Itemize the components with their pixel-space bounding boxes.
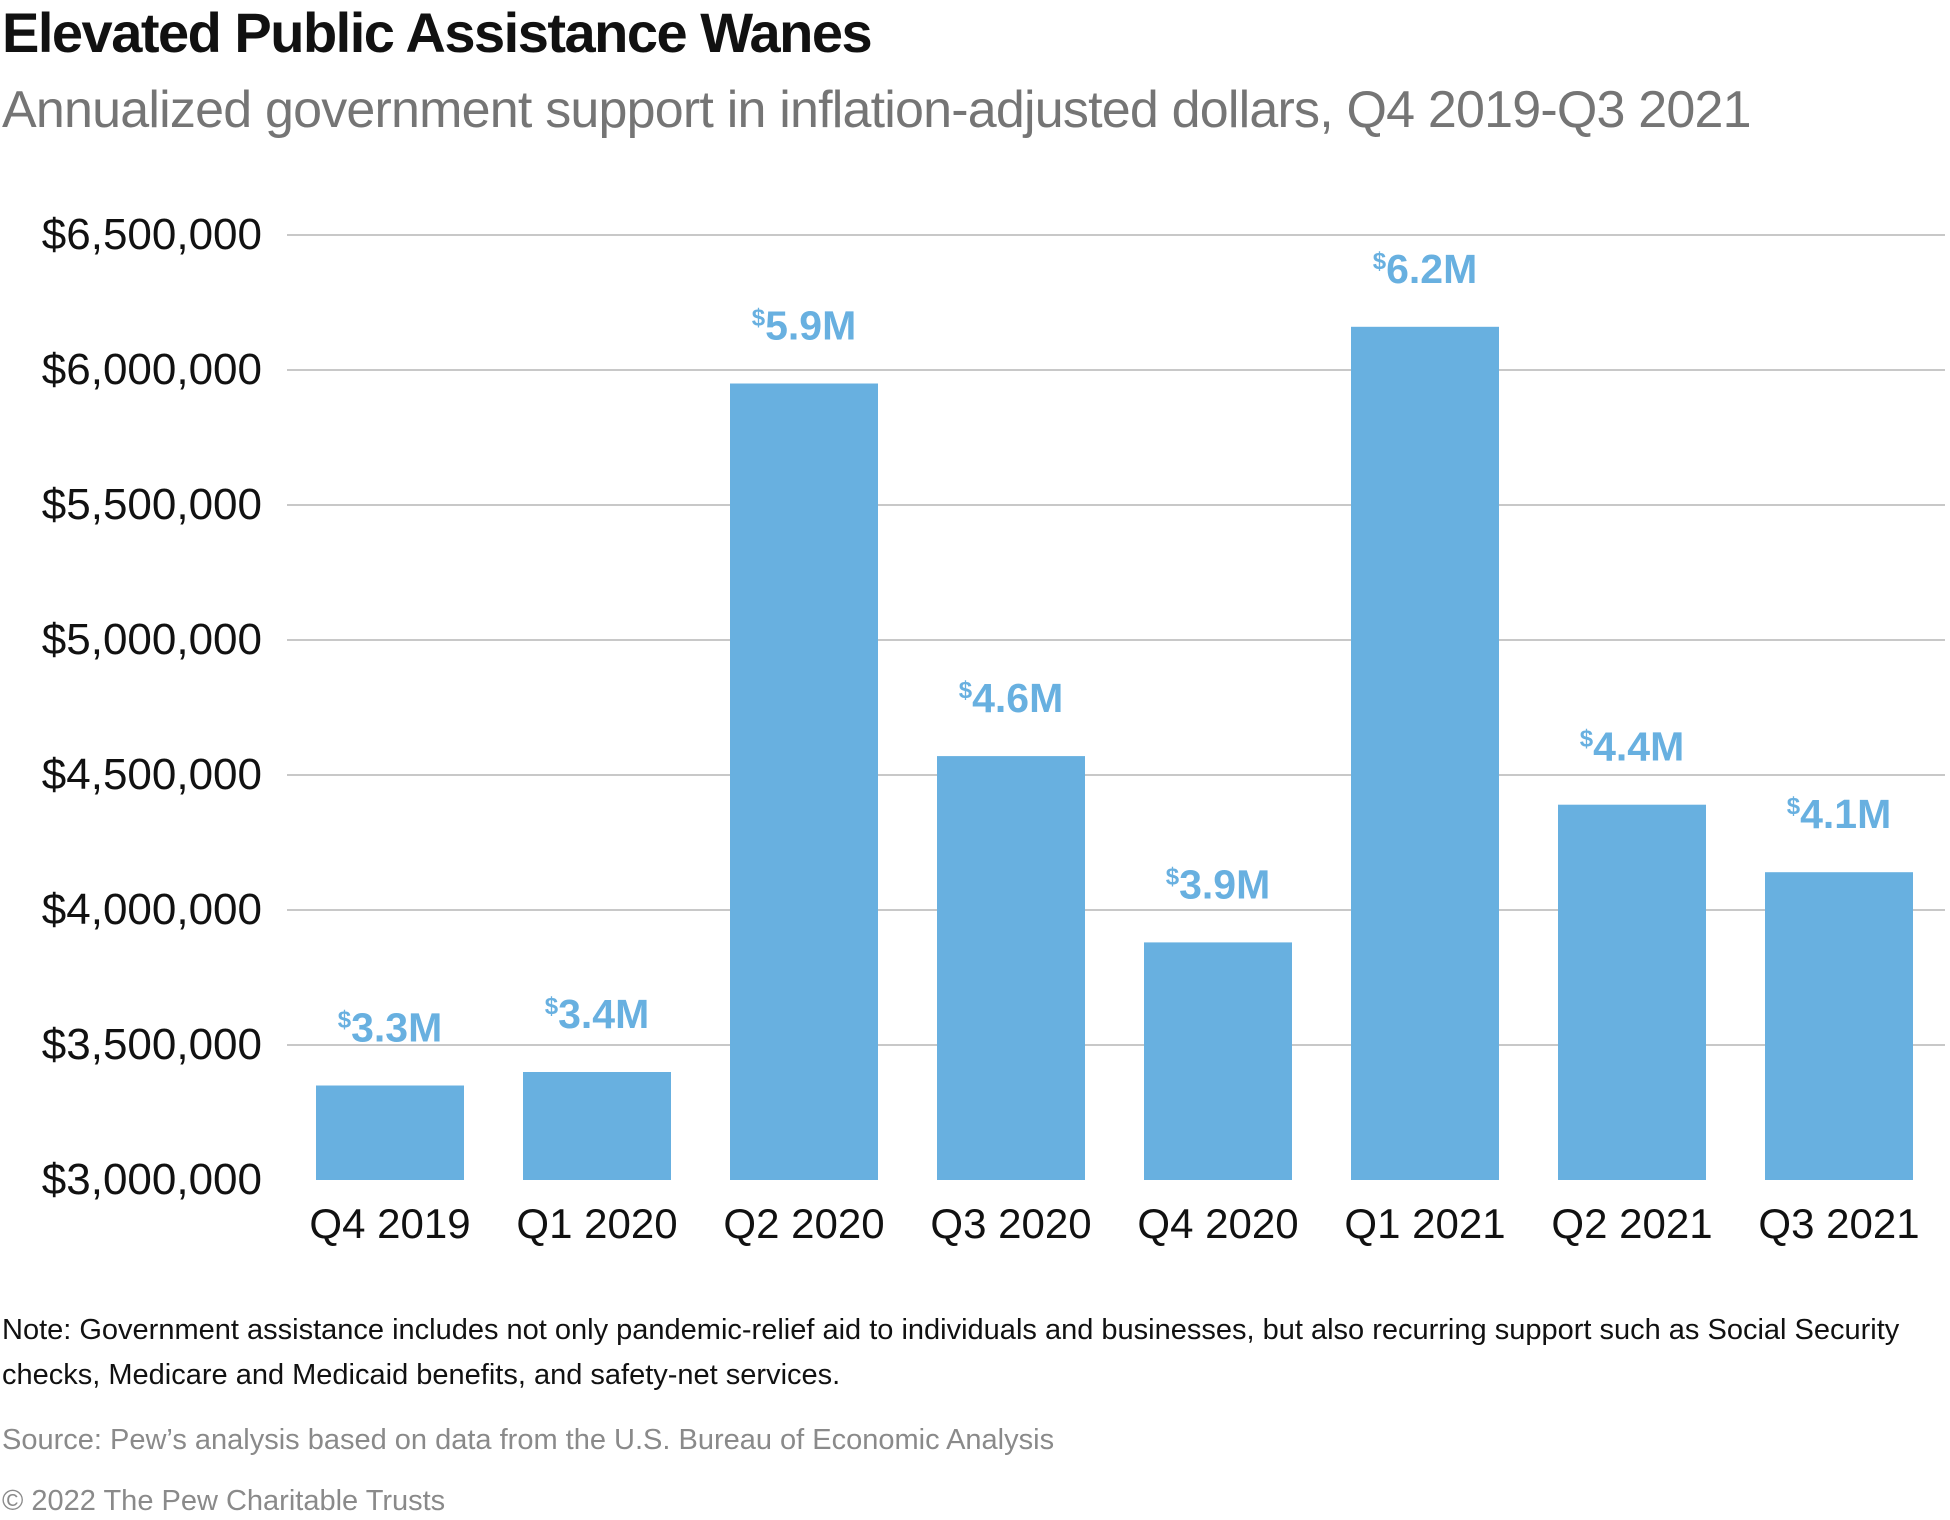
- bar: [1558, 804, 1706, 1180]
- data-label-value: 6.2M: [1386, 246, 1477, 292]
- chart-note: Note: Government assistance includes not…: [2, 1314, 1900, 1391]
- y-tick-label: $4,000,000: [42, 885, 262, 934]
- data-label: $3.4M: [545, 991, 650, 1037]
- data-label: $4.1M: [1787, 791, 1892, 837]
- copyright-notice: © 2022 The Pew Charitable Trusts: [2, 1485, 446, 1517]
- data-label: $3.3M: [338, 1005, 443, 1051]
- y-tick-label: $3,500,000: [42, 1020, 262, 1069]
- chart-source: Source: Pew’s analysis based on data fro…: [2, 1424, 1055, 1456]
- data-label: $3.9M: [1166, 861, 1271, 907]
- bar: [1351, 326, 1499, 1180]
- x-tick-label: Q2 2021: [1551, 1200, 1712, 1247]
- data-label-value: 3.4M: [558, 991, 649, 1037]
- data-label-value: 3.9M: [1179, 861, 1270, 907]
- data-label: $6.2M: [1373, 246, 1478, 292]
- data-label: $4.6M: [959, 675, 1064, 721]
- bar: [523, 1072, 671, 1180]
- bar: [1144, 942, 1292, 1180]
- data-label-currency-symbol: $: [1166, 863, 1180, 890]
- data-label-value: 4.4M: [1593, 724, 1684, 770]
- data-label-currency-symbol: $: [752, 305, 766, 332]
- y-tick-label: $5,500,000: [42, 480, 262, 529]
- data-label: $5.9M: [752, 303, 857, 349]
- chart-subtitle: Annualized government support in inflati…: [2, 81, 1752, 139]
- bar-chart: $3,000,000 $3,500,000 $4,000,000 $4,500,000…: [42, 210, 1945, 1247]
- data-label-currency-symbol: $: [959, 677, 973, 704]
- x-tick-label: Q3 2021: [1758, 1200, 1919, 1247]
- data-label-currency-symbol: $: [1580, 726, 1594, 753]
- chart-title: Elevated Public Assistance Wanes: [2, 1, 873, 64]
- y-tick-label: $4,500,000: [42, 750, 262, 799]
- x-tick-label: Q2 2020: [723, 1200, 884, 1247]
- x-tick-label: Q4 2019: [309, 1200, 470, 1247]
- x-tick-label: Q1 2020: [516, 1200, 677, 1247]
- x-tick-label: Q4 2020: [1137, 1200, 1298, 1247]
- data-label-value: 3.3M: [351, 1005, 442, 1051]
- y-tick-label: $5,000,000: [42, 615, 262, 664]
- data-label-currency-symbol: $: [1373, 248, 1387, 275]
- data-label-value: 5.9M: [765, 303, 856, 349]
- bar: [316, 1085, 464, 1180]
- x-tick-label: Q1 2021: [1344, 1200, 1505, 1247]
- data-label-currency-symbol: $: [338, 1007, 352, 1034]
- bar: [730, 383, 878, 1180]
- y-tick-label: $3,000,000: [42, 1155, 262, 1204]
- x-tick-label: Q3 2020: [930, 1200, 1091, 1247]
- data-label-value: 4.1M: [1800, 791, 1891, 837]
- bar: [937, 756, 1085, 1180]
- y-tick-label: $6,500,000: [42, 210, 262, 259]
- bar: [1765, 872, 1913, 1180]
- y-tick-label: $6,000,000: [42, 345, 262, 394]
- data-label-value: 4.6M: [972, 675, 1063, 721]
- data-label-currency-symbol: $: [1787, 793, 1801, 820]
- data-label: $4.4M: [1580, 724, 1685, 770]
- data-label-currency-symbol: $: [545, 993, 559, 1020]
